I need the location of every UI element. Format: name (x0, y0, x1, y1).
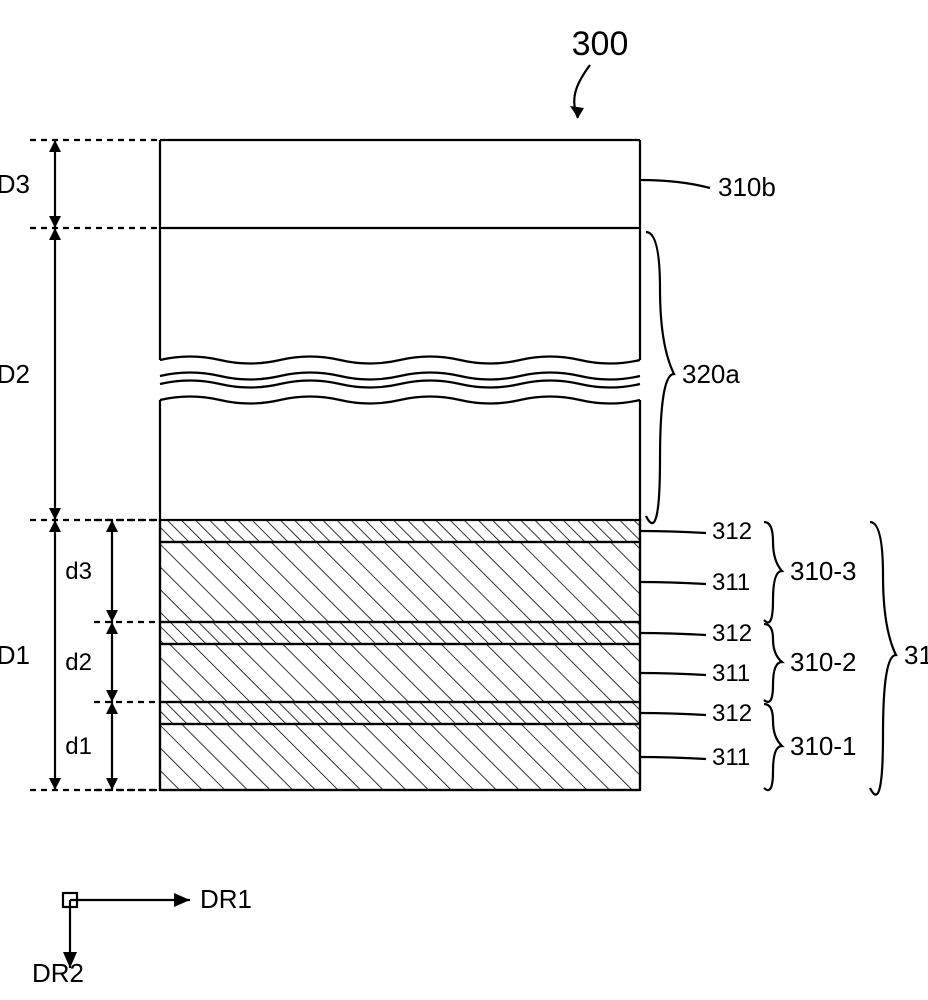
label: 311 (712, 744, 750, 771)
layer-311 (160, 644, 640, 702)
label: DR1 (200, 884, 252, 914)
figure-label: 300 (572, 25, 629, 63)
brace (764, 704, 782, 790)
label: 310a (904, 640, 928, 670)
arrowhead (570, 106, 584, 118)
layer-stack-diagram: 300 D3 D2 D1 d3 d2 d1 310b 320a 312 311 310-3 312 311… (0, 0, 928, 1000)
brace (764, 522, 782, 622)
label: 320a (682, 359, 740, 389)
layer-312 (160, 520, 640, 542)
layer-312 (160, 702, 640, 724)
label: D1 (0, 640, 30, 670)
label: d1 (65, 733, 92, 760)
label: D3 (0, 169, 30, 199)
label: 310-1 (790, 731, 857, 761)
label: 312 (712, 518, 752, 545)
label: 311 (712, 569, 750, 596)
label: 312 (712, 620, 752, 647)
brace (870, 522, 896, 795)
label: D2 (0, 359, 30, 389)
label: 310-3 (790, 556, 857, 586)
label: 310-2 (790, 647, 857, 677)
label: d3 (65, 558, 92, 585)
label: DR2 (32, 958, 84, 988)
label: 312 (712, 700, 752, 727)
label: d2 (65, 649, 92, 676)
layer-312 (160, 622, 640, 644)
label: 310b (718, 172, 776, 202)
layer-311 (160, 542, 640, 622)
brace (646, 232, 674, 523)
layer-311 (160, 724, 640, 790)
label: 311 (712, 660, 750, 687)
brace (764, 624, 782, 702)
